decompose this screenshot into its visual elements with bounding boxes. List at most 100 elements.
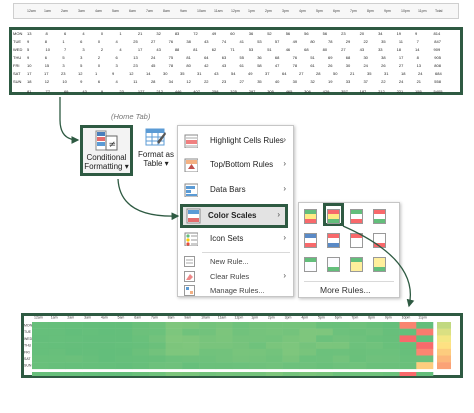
- table-cell: 7: [416, 39, 419, 44]
- header-cell: 11am: [214, 9, 223, 13]
- heatmap-total-row-cell: [316, 372, 334, 376]
- more-rules-link[interactable]: More Rules...: [320, 285, 371, 295]
- heatmap-total-row-cell: [366, 372, 384, 376]
- menu-item-new-rule[interactable]: New Rule...: [182, 255, 290, 269]
- heatmap-total-row-cell: [115, 372, 133, 376]
- menu-item-label: Highlight Cells Rules: [210, 136, 284, 145]
- table-cell: 18: [27, 79, 32, 84]
- table-cell: 3: [115, 63, 118, 68]
- heatmap-cell: [265, 328, 283, 336]
- heatmap-cell: [148, 362, 166, 370]
- table-cell: 4: [115, 79, 118, 84]
- table-cell: 27: [341, 47, 346, 52]
- menu-item-label: Icon Sets: [210, 234, 244, 243]
- header-cell: 10am: [197, 9, 206, 13]
- heatmap-total-row-cell: [165, 372, 183, 376]
- table-cell: 0: [97, 63, 101, 68]
- heatmap-cell: [148, 335, 166, 343]
- heatmap-cell: [182, 335, 200, 343]
- menu-item-data-bars[interactable]: Data Bars ›: [182, 180, 290, 202]
- table-cell: 17: [137, 47, 143, 52]
- heatmap-cell: [399, 362, 417, 370]
- chevron-right-icon: ›: [283, 184, 286, 193]
- menu-item-clear-rules[interactable]: Clear Rules ›: [182, 270, 290, 284]
- heatmap-cell: [299, 362, 317, 370]
- color-scale-swatch[interactable]: [327, 233, 340, 248]
- table-cell: 13: [27, 31, 32, 36]
- heatmap-hour-label: 6pm: [335, 316, 342, 320]
- heatmap-hour-label: 2pm: [268, 316, 275, 320]
- color-scale-swatch[interactable]: [373, 257, 386, 272]
- heatmap-cell: [249, 355, 267, 363]
- heatmap-cell: [65, 322, 83, 329]
- table-cell: 14: [146, 71, 151, 76]
- color-scale-swatch[interactable]: [304, 233, 317, 248]
- conditional-formatting-button[interactable]: ≠ Conditional Formatting ▾: [80, 125, 133, 176]
- color-scale-swatch[interactable]: [373, 233, 386, 248]
- table-cell: 28: [316, 71, 321, 76]
- heatmap-cell: [382, 348, 400, 356]
- table-cell: 78: [292, 63, 298, 68]
- color-scale-swatch[interactable]: [327, 257, 340, 272]
- heatmap-hour-label: 9am: [184, 316, 191, 320]
- heatmap-hour-label: 5am: [118, 316, 125, 320]
- heatmap-cell: [48, 362, 66, 370]
- heatmap-total-row-cell: [199, 372, 217, 376]
- heatmap-total-row-cell: [416, 372, 434, 376]
- heatmap-cell: [215, 322, 233, 329]
- color-scale-swatch[interactable]: [350, 233, 363, 248]
- menu-item-color-scales[interactable]: Color Scales ›: [180, 204, 288, 228]
- header-cell: 9pm: [384, 9, 391, 13]
- heatmap-cell: [332, 362, 350, 370]
- table-cell: 81: [193, 47, 198, 52]
- menu-item-top-bottom-rules[interactable]: Top/Bottom Rules ›: [182, 155, 290, 177]
- table-cell: 0: [100, 31, 104, 36]
- heatmap-cell: [32, 362, 50, 370]
- table-cell: 34: [378, 31, 383, 36]
- color-scale-swatch[interactable]: [350, 209, 363, 224]
- chevron-down-icon: ▾: [124, 162, 129, 171]
- total-cell: 81: [27, 89, 32, 94]
- heatmap-total-row-cell: [299, 372, 317, 376]
- header-cell: 8pm: [367, 9, 374, 13]
- heatmap-cell: [265, 342, 283, 349]
- heatmap-total-cell: [437, 348, 451, 356]
- menu-item-highlight-cells-rules[interactable]: Highlight Cells Rules ›: [182, 131, 290, 153]
- header-cell: 11pm: [418, 9, 427, 13]
- heatmap-cell: [366, 355, 384, 363]
- table-cell: 9: [27, 39, 30, 44]
- heatmap-cell: [316, 355, 334, 363]
- heatmap-cell: [148, 348, 166, 356]
- color-scale-swatch[interactable]: [373, 209, 386, 224]
- heatmap-cell: [349, 355, 367, 363]
- heatmap-cell: [199, 322, 217, 329]
- heatmap-total-cell: [437, 335, 451, 343]
- header-cell: 6pm: [333, 9, 340, 13]
- heatmap-cell: [132, 342, 150, 349]
- svg-text:≠: ≠: [109, 140, 117, 150]
- heatmap-cell: [82, 328, 100, 336]
- heatmap-total-row-cell: [232, 372, 250, 376]
- row-label: SAT: [13, 71, 21, 76]
- heatmap-day-label: SUN: [24, 364, 32, 368]
- menu-item-icon-sets[interactable]: Icon Sets ›: [182, 229, 290, 251]
- color-scale-swatch[interactable]: [327, 209, 340, 224]
- table-cell: 61: [310, 63, 315, 68]
- table-cell: 30: [292, 79, 298, 84]
- header-cell: 7pm: [350, 9, 357, 13]
- heatmap-total-row-cell: [98, 372, 116, 376]
- color-scale-swatch[interactable]: [304, 209, 317, 224]
- color-scale-swatch[interactable]: [350, 257, 363, 272]
- color-scale-swatch[interactable]: [304, 257, 317, 272]
- table-cell: 53: [257, 39, 262, 44]
- format-as-table-button[interactable]: Format as Table ▾: [137, 125, 175, 176]
- table-cell: 4: [115, 39, 118, 44]
- table-cell: 7: [63, 47, 67, 52]
- table-cell: 27: [299, 71, 304, 76]
- table-cell: 24: [150, 55, 156, 60]
- menu-item-manage-rules[interactable]: Manage Rules...: [182, 284, 290, 298]
- table-cell: 61: [239, 63, 244, 68]
- heatmap-cell: [65, 335, 83, 343]
- heatmap-hour-label: 7am: [151, 316, 158, 320]
- selected-color-scale-highlight: [323, 203, 344, 226]
